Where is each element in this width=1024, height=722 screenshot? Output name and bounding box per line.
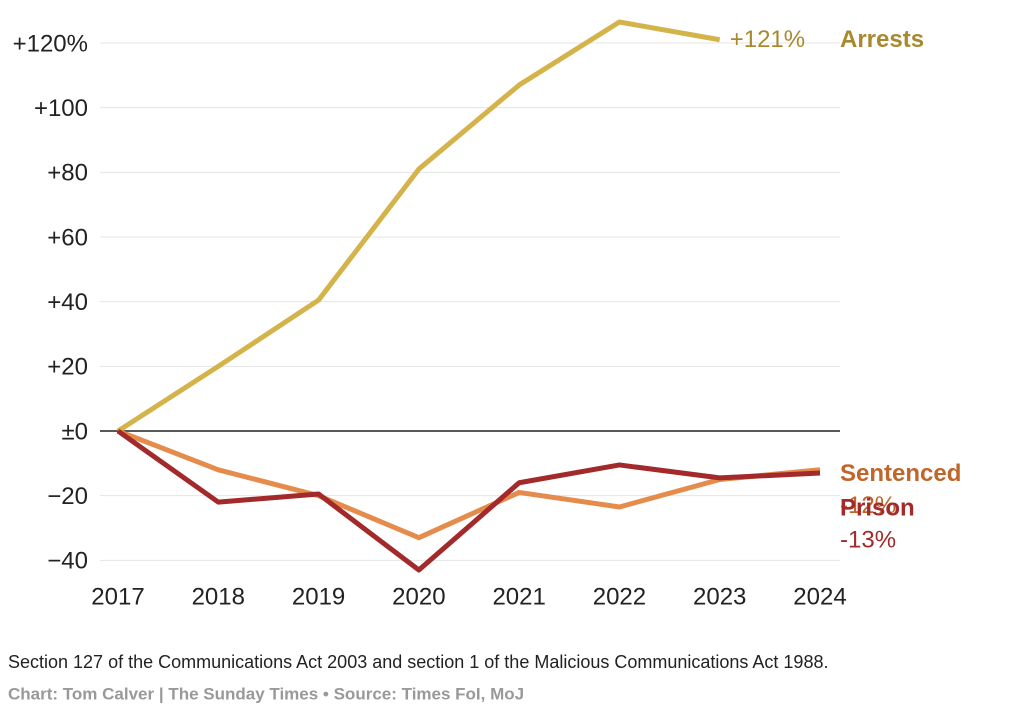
y-tick-label: −20 xyxy=(47,483,88,510)
x-tick-label: 2024 xyxy=(793,583,846,610)
x-tick-label: 2023 xyxy=(693,583,746,610)
y-tick-label: +80 xyxy=(47,160,88,187)
y-tick-label: +20 xyxy=(47,354,88,381)
x-tick-label: 2021 xyxy=(492,583,545,610)
y-tick-label: +60 xyxy=(47,224,88,251)
y-tick-label: +100 xyxy=(34,95,88,122)
x-tick-label: 2022 xyxy=(593,583,646,610)
chart-source: Chart: Tom Calver | The Sunday Times • S… xyxy=(8,684,524,703)
x-tick-label: 2019 xyxy=(292,583,345,610)
series-line xyxy=(116,19,721,434)
legend-label: Prison xyxy=(840,494,915,521)
value-label: -12% xyxy=(840,492,896,519)
value-label: -13% xyxy=(840,526,896,553)
series-line xyxy=(116,428,821,573)
x-tick-label: 2017 xyxy=(91,583,144,610)
series-line xyxy=(117,428,821,541)
x-tick-label: 2020 xyxy=(392,583,445,610)
legend-label: Sentenced xyxy=(840,460,961,487)
y-tick-label: +40 xyxy=(47,289,88,316)
chart-note: Section 127 of the Communications Act 20… xyxy=(8,652,828,672)
legend-label: Arrests xyxy=(840,26,924,53)
y-tick-label: −40 xyxy=(47,548,88,575)
y-tick-label: +120% xyxy=(13,30,88,57)
value-label: +121% xyxy=(730,26,805,53)
x-tick-label: 2018 xyxy=(192,583,245,610)
y-tick-label: ±0 xyxy=(61,418,88,445)
